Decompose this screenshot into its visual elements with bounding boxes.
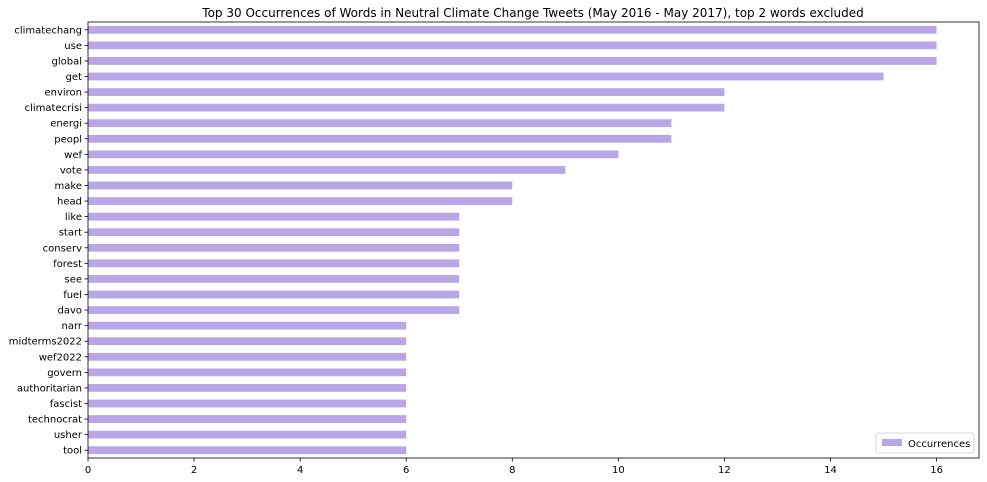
x-tick-label: 2 (191, 465, 197, 476)
bar-fuel (88, 290, 460, 299)
y-tick-label: fuel (63, 290, 82, 301)
y-tick-label: global (52, 56, 83, 67)
y-tick-label: use (64, 41, 82, 52)
bar-energi (88, 119, 672, 128)
y-tick-label: climatecrisi (25, 103, 82, 114)
y-tick-label: narr (61, 321, 82, 332)
bar-conserv (88, 243, 460, 252)
x-tick-label: 6 (403, 465, 409, 476)
y-tick-label: davo (57, 306, 82, 317)
bars-layer (88, 25, 937, 455)
x-axis-ticks: 0 2 4 6 8 10 12 14 16 (85, 458, 943, 476)
bar-govern (88, 368, 407, 377)
y-tick-label: energi (50, 119, 82, 130)
bar-fascist (88, 399, 407, 408)
bar-environ (88, 88, 725, 96)
x-tick-label: 14 (824, 465, 837, 476)
plot-frame (87, 21, 980, 459)
y-tick-label: make (55, 181, 82, 192)
y-tick-label: authoritarian (17, 383, 82, 394)
y-tick-label: technocrat (28, 415, 82, 426)
bar-like (88, 212, 460, 221)
bar-forest (88, 259, 460, 268)
bar-make (88, 181, 513, 190)
bar-head (88, 197, 513, 205)
y-tick-label: govern (47, 368, 82, 379)
y-tick-label: midterms2022 (9, 337, 82, 348)
x-tick-label: 4 (297, 465, 303, 476)
bar-tool (88, 446, 407, 455)
bar-climatechang (88, 25, 937, 34)
bar-narr (88, 321, 407, 330)
y-tick-label: climatechang (14, 25, 82, 36)
bar-technocrat (88, 415, 407, 423)
bar-authoritarian (88, 384, 407, 392)
x-tick-label: 8 (509, 465, 515, 476)
bar-see (88, 275, 460, 283)
legend-label: Occurrences (908, 439, 970, 450)
bar-use (88, 41, 937, 50)
legend-box (875, 432, 975, 454)
bar-vote (88, 166, 566, 174)
y-tick-label: usher (54, 430, 83, 441)
legend: Occurrences (875, 432, 975, 454)
bar-global (88, 57, 937, 65)
y-tick-label: tool (63, 446, 82, 457)
y-tick-label: environ (44, 88, 82, 99)
y-tick-label: head (57, 197, 82, 208)
x-tick-label: 12 (718, 465, 731, 476)
bar-wef2022 (88, 352, 407, 361)
bar-climatecrisi (88, 103, 725, 112)
bar-davo (88, 306, 460, 314)
bar-usher (88, 430, 407, 439)
y-tick-label: wef (64, 150, 82, 161)
bar-peopl (88, 134, 672, 143)
bar-wef (88, 150, 619, 159)
chart-title: Top 30 Occurrences of Words in Neutral C… (201, 6, 863, 20)
y-tick-label: forest (53, 259, 82, 270)
y-tick-label: see (64, 274, 82, 285)
y-tick-label: peopl (54, 134, 82, 145)
y-tick-label: get (66, 72, 83, 83)
bar-midterms2022 (88, 337, 407, 346)
legend-swatch (882, 439, 902, 446)
y-tick-label: start (59, 228, 82, 239)
y-tick-label: wef2022 (39, 352, 82, 363)
bar-get (88, 72, 884, 81)
y-tick-label: vote (60, 165, 82, 176)
y-axis-ticks: climatechang use global get environ climatecr… (9, 25, 88, 457)
x-tick-label: 0 (85, 465, 91, 476)
y-tick-label: like (65, 212, 82, 223)
bar-start (88, 228, 460, 237)
y-tick-label: fascist (50, 399, 82, 410)
x-tick-label: 10 (612, 465, 625, 476)
x-tick-label: 16 (930, 465, 943, 476)
y-tick-label: conserv (43, 243, 82, 254)
